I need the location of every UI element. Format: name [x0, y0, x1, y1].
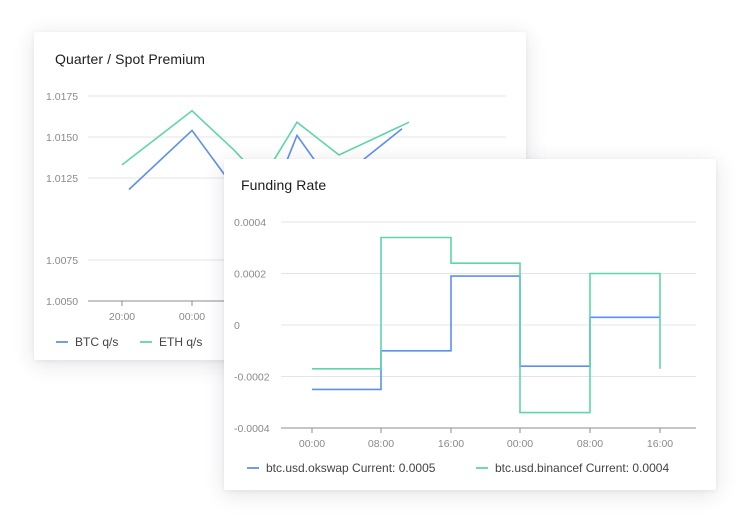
legend-item-label: BTC q/s: [75, 335, 118, 349]
y-tick-label: 1.0075: [46, 255, 78, 267]
y-tick-label: 0.0002: [234, 269, 266, 281]
y-tick-label: -0.0004: [234, 423, 270, 435]
x-tick-label: 08:00: [577, 438, 603, 450]
x-tick-label: 00:00: [299, 438, 325, 450]
legend-item-label: ETH q/s: [159, 335, 202, 349]
premium-chart-title: Quarter / Spot Premium: [55, 51, 206, 67]
funding-rate-chart-card: Funding Rate 0.0004 0.0002 0 -0.0002 -0.0004…: [224, 159, 716, 490]
series-step-line-binancef: [312, 236, 661, 414]
legend-item-label: btc.usd.okswap Current: 0.0005: [266, 461, 436, 475]
x-tick-label: 16:00: [647, 438, 673, 450]
x-tick-label: 20:00: [109, 311, 135, 323]
funding-rate-chart: 0.0004 0.0002 0 -0.0002 -0.0004 00:00 08:00 16:…: [234, 217, 696, 475]
y-tick-label: 1.0175: [46, 91, 78, 103]
y-tick-label: 0.0004: [234, 217, 266, 229]
x-tick-label: 00:00: [179, 311, 205, 323]
series-step-line-okswap: [312, 275, 660, 391]
funding-rate-chart-title: Funding Rate: [241, 177, 327, 193]
x-tick-label: 16:00: [438, 438, 464, 450]
y-tick-label: 1.0050: [46, 296, 78, 308]
x-tick-label: 00:00: [507, 438, 533, 450]
y-tick-label: 0: [234, 320, 240, 332]
y-tick-label: -0.0002: [234, 372, 270, 384]
y-tick-label: 1.0125: [46, 173, 78, 185]
y-tick-label: 1.0150: [46, 132, 78, 144]
legend-item-label: btc.usd.binancef Current: 0.0004: [495, 461, 669, 475]
x-tick-label: 08:00: [368, 438, 394, 450]
